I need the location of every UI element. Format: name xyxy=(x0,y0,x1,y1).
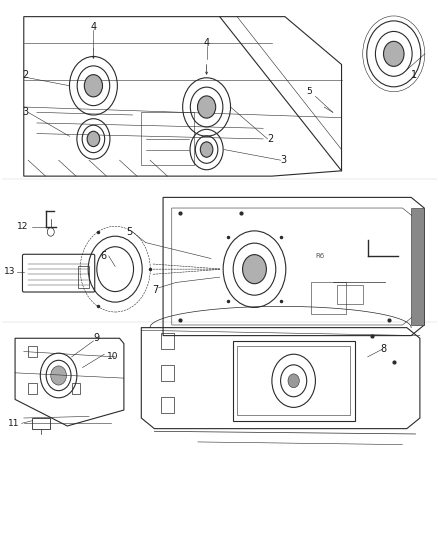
Circle shape xyxy=(87,131,100,147)
Circle shape xyxy=(243,255,266,284)
Text: R6: R6 xyxy=(315,253,325,259)
Bar xyxy=(237,346,350,415)
Circle shape xyxy=(51,366,67,385)
Text: 13: 13 xyxy=(4,268,15,276)
Bar xyxy=(161,365,174,381)
Text: 11: 11 xyxy=(8,419,19,428)
Circle shape xyxy=(198,96,215,118)
Circle shape xyxy=(85,75,102,97)
Text: 3: 3 xyxy=(281,155,287,165)
Bar xyxy=(161,333,174,349)
Text: 4: 4 xyxy=(90,22,96,33)
Bar xyxy=(28,346,37,357)
Bar xyxy=(411,208,424,325)
Bar xyxy=(337,285,363,304)
Bar xyxy=(161,397,174,413)
Bar xyxy=(141,112,194,165)
Text: 8: 8 xyxy=(381,344,387,354)
Text: 2: 2 xyxy=(268,134,274,144)
Circle shape xyxy=(384,42,404,67)
Text: 5: 5 xyxy=(126,227,133,237)
Bar xyxy=(233,341,355,421)
Text: 5: 5 xyxy=(307,86,312,95)
Text: 12: 12 xyxy=(17,222,28,231)
Bar xyxy=(311,282,346,314)
Text: 9: 9 xyxy=(93,333,99,343)
Bar xyxy=(72,383,80,394)
Text: 4: 4 xyxy=(204,38,210,48)
Bar xyxy=(28,383,37,394)
Text: 6: 6 xyxy=(100,251,106,261)
Text: 3: 3 xyxy=(22,107,28,117)
Text: 1: 1 xyxy=(411,70,417,80)
Bar xyxy=(78,266,89,288)
Circle shape xyxy=(288,374,299,387)
Text: 10: 10 xyxy=(106,352,118,361)
Circle shape xyxy=(200,142,213,157)
Text: 2: 2 xyxy=(22,70,28,80)
Text: 7: 7 xyxy=(152,286,159,295)
